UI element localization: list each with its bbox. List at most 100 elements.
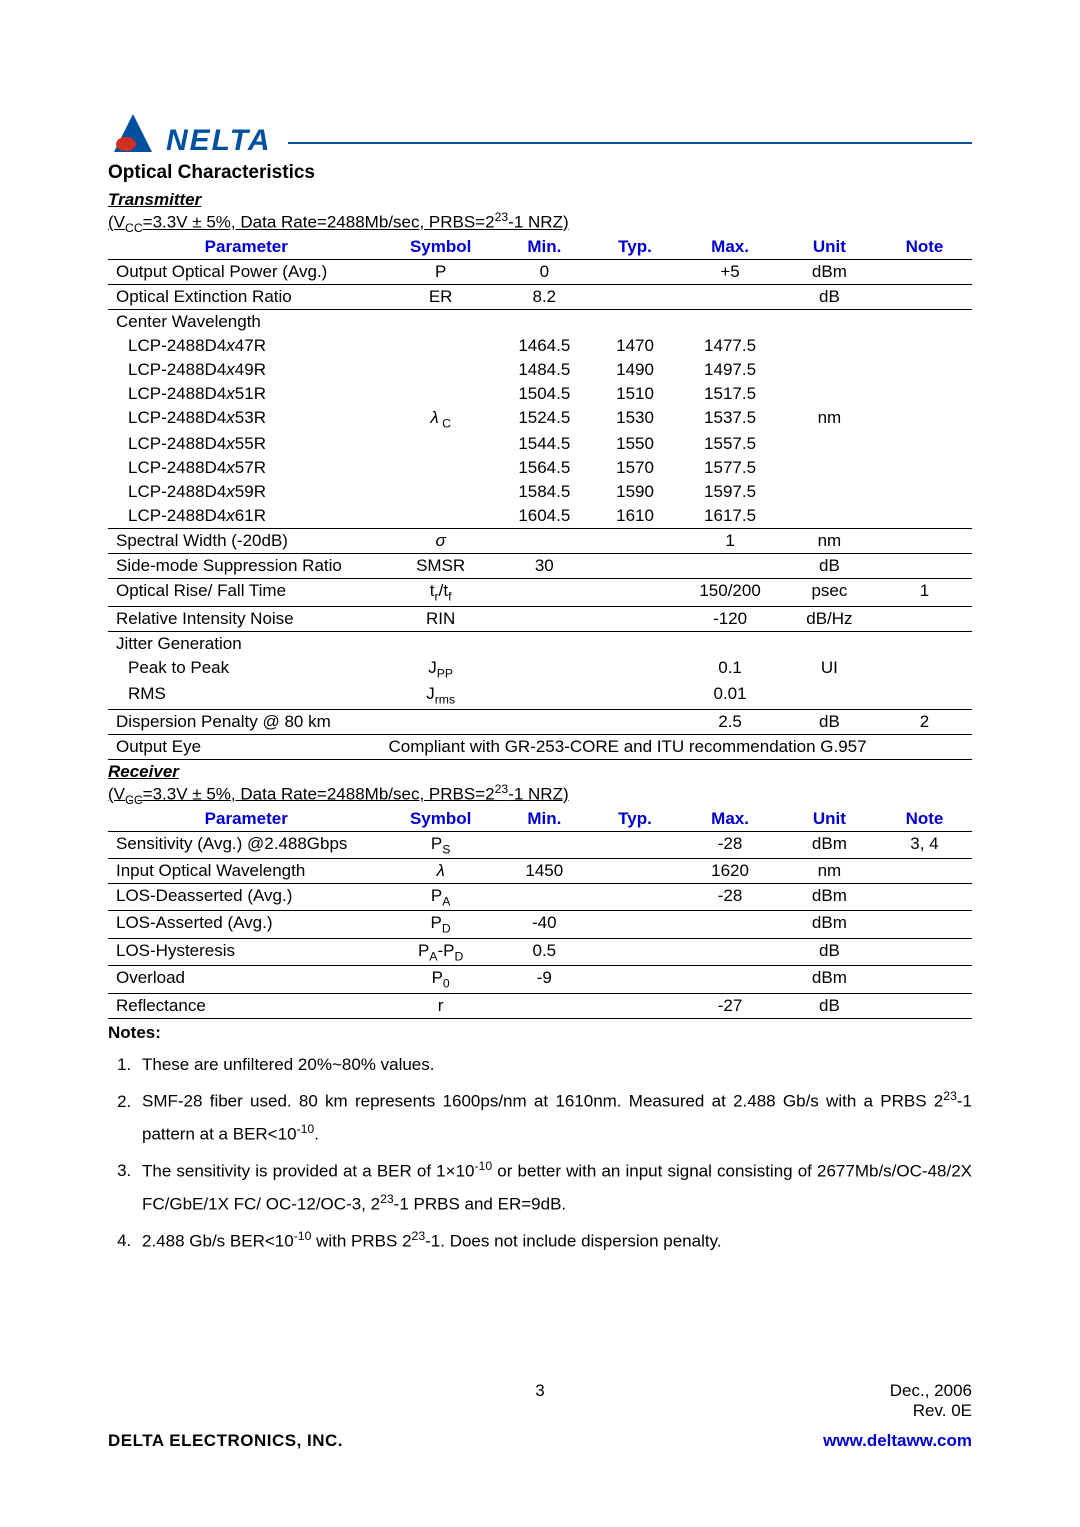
cell-max: 0.1: [678, 656, 782, 682]
table-row: Output EyeCompliant with GR-253-CORE and…: [108, 734, 972, 759]
cell-max: [678, 310, 782, 335]
cell-parameter: RMS: [108, 682, 384, 709]
cell-unit: [782, 682, 877, 709]
cell-typ: [592, 682, 678, 709]
logo-text: NELTA: [166, 124, 272, 158]
cell-typ: [592, 606, 678, 631]
cell-note: [877, 682, 972, 709]
cell-parameter: Output Eye: [108, 734, 384, 759]
cell-symbol: λ: [384, 859, 496, 884]
delta-logo-icon: [108, 108, 158, 158]
note-item: These are unfiltered 20%~80% values.: [136, 1049, 972, 1081]
cell-max: [678, 285, 782, 310]
table-header-row: ParameterSymbolMin.Typ.Max.UnitNote: [108, 807, 972, 832]
cell-note: [877, 911, 972, 938]
cell-max: 1: [678, 529, 782, 554]
cell-min: [497, 682, 592, 709]
cell-parameter: Center Wavelength: [108, 310, 384, 335]
cell-max: 1597.5: [678, 480, 782, 504]
transmitter-heading: Transmitter: [108, 190, 972, 210]
cell-unit: [782, 382, 877, 406]
cell-note: [877, 884, 972, 911]
cell-min: 1544.5: [497, 432, 592, 456]
cell-parameter: Peak to Peak: [108, 656, 384, 682]
cell-typ: [592, 285, 678, 310]
cell-unit: [782, 334, 877, 358]
cell-typ: 1470: [592, 334, 678, 358]
table-row: Optical Rise/ Fall Timetr/tf150/200psec1: [108, 579, 972, 606]
cell-unit: dBm: [782, 911, 877, 938]
cell-min: [497, 579, 592, 606]
cell-unit: [782, 456, 877, 480]
cell-typ: [592, 831, 678, 858]
cell-max: [678, 911, 782, 938]
cell-parameter: LCP-2488D4x55R: [108, 432, 384, 456]
cell-min: [497, 310, 592, 335]
section-title: Optical Characteristics: [108, 162, 972, 184]
cell-symbol: ER: [384, 285, 496, 310]
cell-min: 0: [497, 260, 592, 285]
cell-max: [678, 966, 782, 993]
cell-parameter: LCP-2488D4x57R: [108, 456, 384, 480]
cell-parameter: Output Optical Power (Avg.): [108, 260, 384, 285]
cell-unit: dBm: [782, 884, 877, 911]
cell-note: [877, 631, 972, 656]
cell-unit: dB: [782, 938, 877, 965]
table-row: Peak to PeakJPP0.1UI: [108, 656, 972, 682]
cell-note: [877, 859, 972, 884]
cell-symbol: [384, 456, 496, 480]
cell-typ: [592, 859, 678, 884]
cell-parameter: LOS-Asserted (Avg.): [108, 911, 384, 938]
cell-note: [877, 504, 972, 529]
note-item: SMF-28 fiber used. 80 km represents 1600…: [136, 1085, 972, 1151]
col-header: Symbol: [384, 807, 496, 832]
table-row: LOS-HysteresisPA-PD0.5dB: [108, 938, 972, 965]
cell-parameter: Jitter Generation: [108, 631, 384, 656]
cell-min: 8.2: [497, 285, 592, 310]
table-row: RMSJrms0.01: [108, 682, 972, 709]
cell-max: -27: [678, 993, 782, 1018]
footer-date: Dec., 2006: [890, 1381, 972, 1401]
cell-unit: dB/Hz: [782, 606, 877, 631]
cell-unit: dB: [782, 554, 877, 579]
cell-min: 30: [497, 554, 592, 579]
table-row: LCP-2488D4x57R1564.515701577.5: [108, 456, 972, 480]
cell-unit: psec: [782, 579, 877, 606]
cell-parameter: Overload: [108, 966, 384, 993]
cell-min: 1464.5: [497, 334, 592, 358]
cell-unit: dBm: [782, 260, 877, 285]
cell-unit: dBm: [782, 831, 877, 858]
cell-note: [877, 554, 972, 579]
cell-unit: nm: [782, 406, 877, 432]
cell-min: [497, 884, 592, 911]
cell-note: [877, 606, 972, 631]
cell-typ: [592, 554, 678, 579]
receiver-table: ParameterSymbolMin.Typ.Max.UnitNote Sens…: [108, 807, 972, 1019]
table-row: Dispersion Penalty @ 80 km2.5dB2: [108, 709, 972, 734]
cell-note: [877, 432, 972, 456]
col-header: Typ.: [592, 807, 678, 832]
cell-max: 1497.5: [678, 358, 782, 382]
cell-note: [877, 310, 972, 335]
cell-note: 3, 4: [877, 831, 972, 858]
cell-typ: 1510: [592, 382, 678, 406]
cell-symbol: P0: [384, 966, 496, 993]
cell-max: 1537.5: [678, 406, 782, 432]
cell-max: 1477.5: [678, 334, 782, 358]
table-row: Side-mode Suppression RatioSMSR30dB: [108, 554, 972, 579]
cell-symbol: PS: [384, 831, 496, 858]
cell-note: [877, 656, 972, 682]
cell-parameter: LCP-2488D4x59R: [108, 480, 384, 504]
table-row: Optical Extinction RatioER8.2dB: [108, 285, 972, 310]
note-item: The sensitivity is provided at a BER of …: [136, 1155, 972, 1221]
cell-min: [497, 606, 592, 631]
table-row: LOS-Deasserted (Avg.)PA-28dBm: [108, 884, 972, 911]
cell-note: [877, 456, 972, 480]
col-header: Parameter: [108, 807, 384, 832]
cell-typ: 1530: [592, 406, 678, 432]
cell-note: [877, 382, 972, 406]
cell-unit: nm: [782, 529, 877, 554]
cell-min: 1584.5: [497, 480, 592, 504]
cell-unit: [782, 480, 877, 504]
cell-symbol: r: [384, 993, 496, 1018]
